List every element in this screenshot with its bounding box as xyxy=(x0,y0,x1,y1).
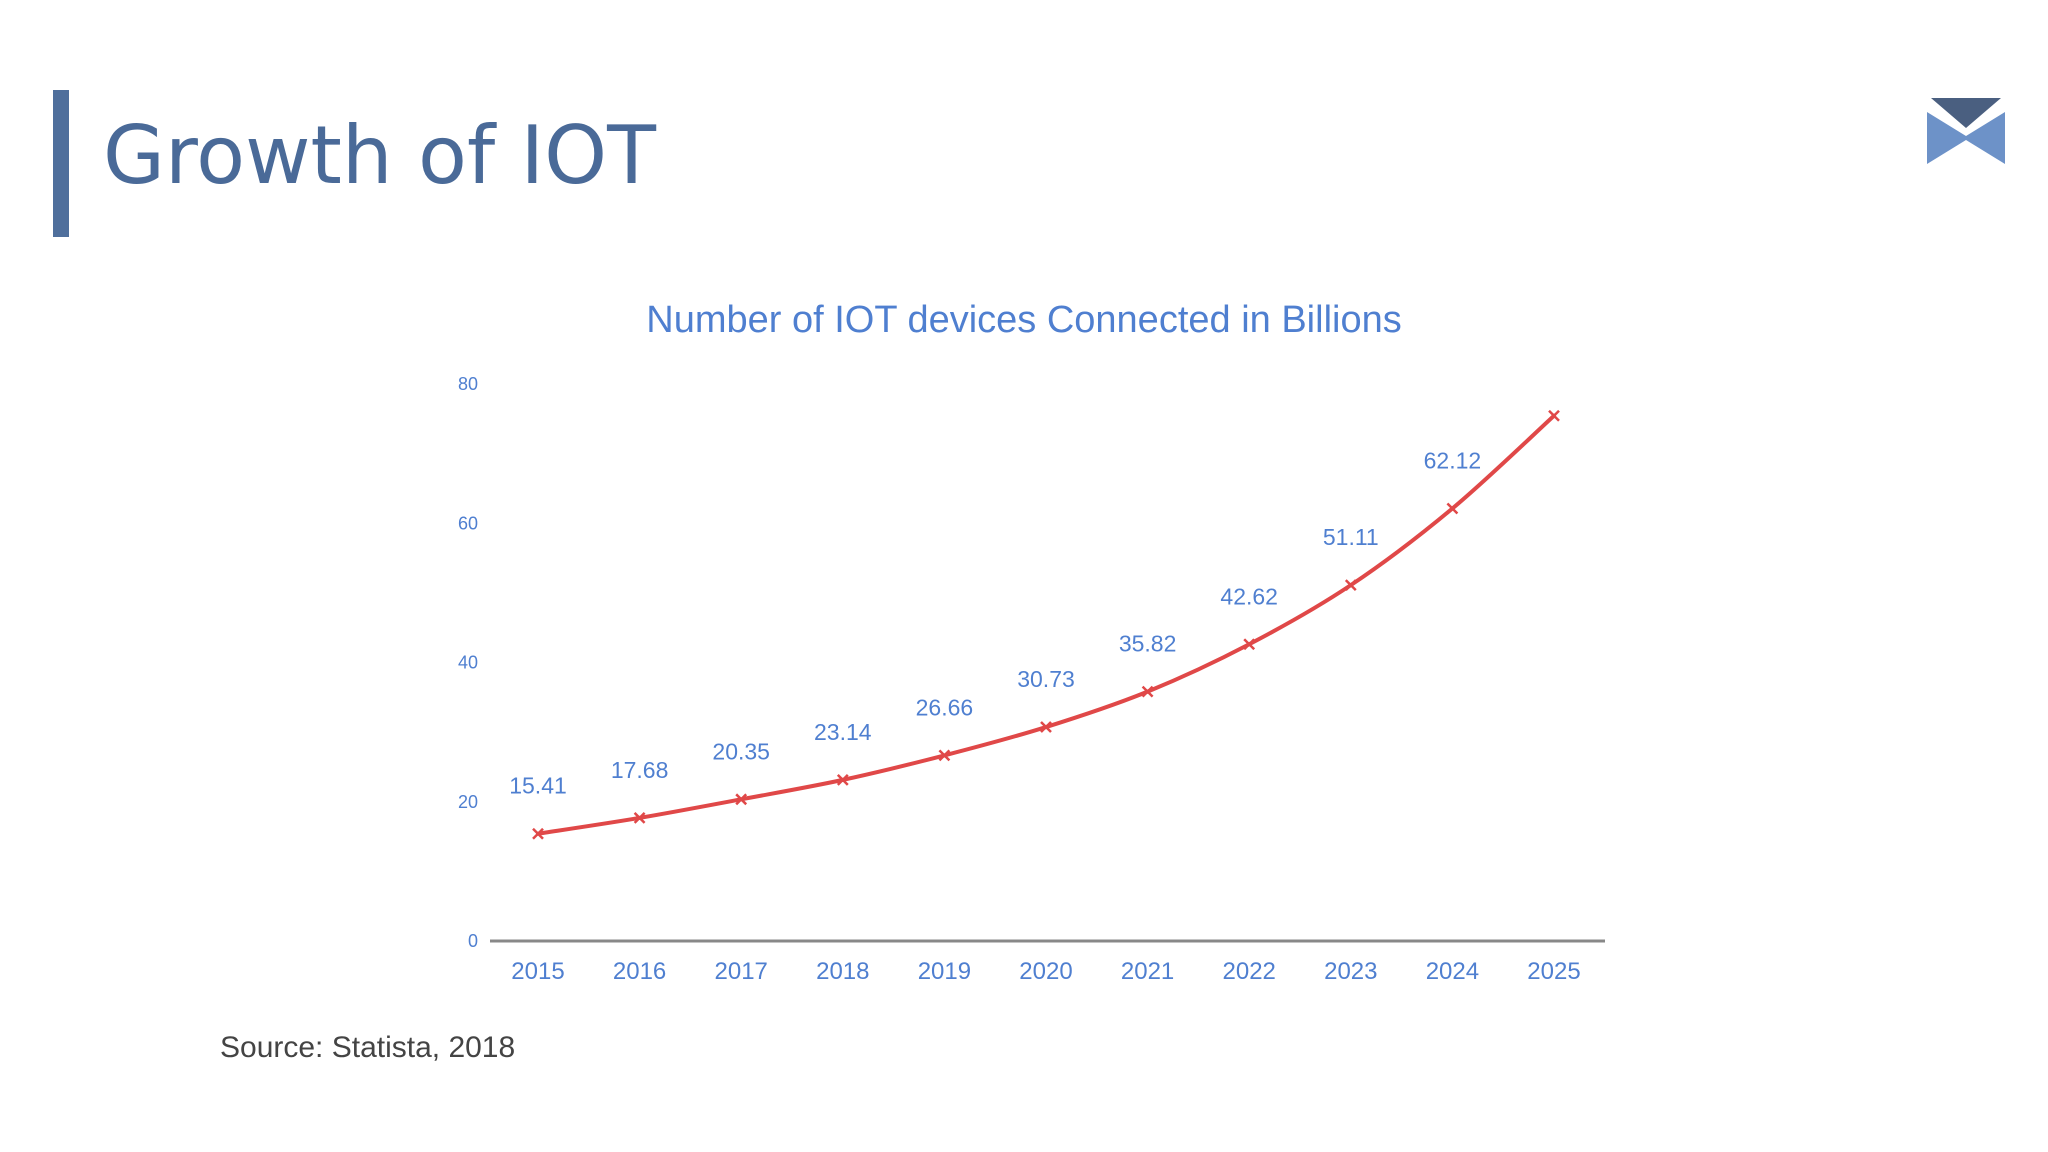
data-point-marker xyxy=(1344,579,1357,592)
x-tick-label: 2019 xyxy=(918,958,971,985)
chart-container: Number of IOT devices Connected in Billi… xyxy=(390,280,1640,1020)
x-tick-label: 2022 xyxy=(1223,958,1276,985)
x-tick-label: 2017 xyxy=(715,958,768,985)
x-tick-label: 2018 xyxy=(816,958,869,985)
data-label: 17.68 xyxy=(611,757,669,783)
data-point-marker xyxy=(633,812,646,824)
data-point-marker xyxy=(735,793,748,806)
chart-title: Number of IOT devices Connected in Billi… xyxy=(646,299,1401,341)
source-note: Source: Statista, 2018 xyxy=(220,1031,516,1064)
y-tick-label: 20 xyxy=(458,792,478,812)
x-tick-label: 2015 xyxy=(511,958,564,985)
data-point-marker xyxy=(532,827,544,840)
data-label: 26.66 xyxy=(916,694,974,720)
data-point-marker xyxy=(1040,721,1052,733)
series-line xyxy=(536,413,1556,836)
data-point-marker xyxy=(1548,409,1560,422)
chevron-logo-icon xyxy=(1927,98,2005,164)
data-label: 30.73 xyxy=(1017,666,1075,692)
data-point-marker xyxy=(1243,638,1256,651)
x-tick-label: 2016 xyxy=(613,958,666,985)
data-point-marker xyxy=(1446,502,1459,515)
title-accent-bar xyxy=(53,90,69,237)
x-tick-label: 2024 xyxy=(1426,958,1479,985)
data-point-marker xyxy=(836,774,849,786)
data-label: 62.12 xyxy=(1424,447,1482,473)
data-label: 15.41 xyxy=(509,773,567,799)
data-label: 20.35 xyxy=(712,738,770,764)
data-point-marker xyxy=(938,749,951,762)
y-tick-label: 40 xyxy=(458,653,478,673)
x-tick-label: 2025 xyxy=(1527,958,1580,985)
data-label: 23.14 xyxy=(814,719,872,745)
line-chart: Number of IOT devices Connected in Billi… xyxy=(458,299,1605,985)
y-tick-label: 80 xyxy=(458,374,478,394)
data-label: 51.11 xyxy=(1323,524,1379,550)
y-tick-label: 60 xyxy=(458,513,478,533)
data-label: 35.82 xyxy=(1119,631,1177,657)
data-label: 42.62 xyxy=(1220,583,1278,609)
x-tick-label: 2023 xyxy=(1324,958,1377,985)
x-tick-label: 2021 xyxy=(1121,958,1174,985)
slide-title: Growth of IOT xyxy=(103,109,656,202)
x-tick-label: 2020 xyxy=(1019,958,1072,985)
y-tick-label: 0 xyxy=(468,931,478,951)
data-point-marker xyxy=(1141,685,1154,698)
